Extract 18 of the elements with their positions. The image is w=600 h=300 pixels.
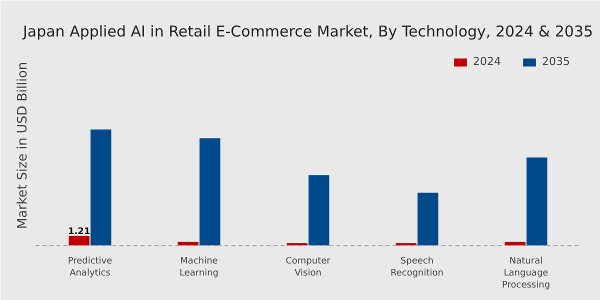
x-tick-label: Natural Language Processing: [502, 256, 550, 290]
bar: [178, 242, 198, 246]
bar: [200, 138, 220, 246]
bar: [68, 236, 90, 246]
legend-label: 2024: [473, 55, 501, 68]
x-tick-label: Computer Vision: [286, 256, 331, 278]
y-axis-title: Market Size in USD Billion: [16, 62, 30, 230]
bar: [504, 242, 526, 246]
bar: [526, 158, 548, 246]
bar: [90, 130, 112, 246]
x-tick-label: Machine Learning: [179, 256, 219, 278]
x-tick-label: Predictive Analytics: [68, 256, 113, 278]
data-label: 1.21: [68, 226, 90, 237]
chart-title: Japan Applied AI in Retail E-Commerce Market, By Technology, 2024 & 2035: [22, 22, 594, 40]
legend-label: 2035: [542, 55, 570, 68]
x-tick-label: Speech Recognition: [390, 256, 444, 278]
bar: [418, 192, 438, 246]
bar: [308, 175, 330, 246]
